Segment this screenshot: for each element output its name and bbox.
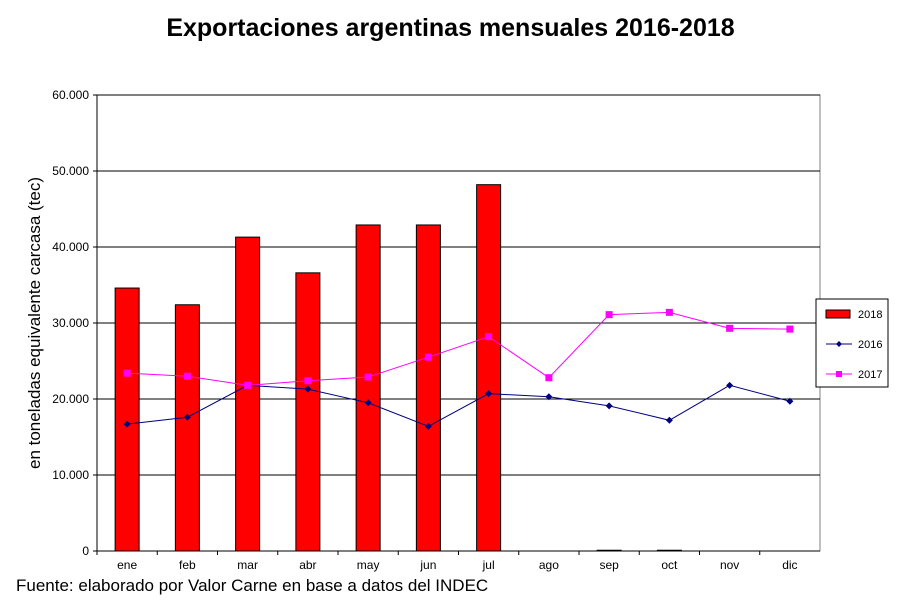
line-2017 [127, 311, 790, 386]
point-2017-jul [485, 333, 493, 341]
point-2017-may [364, 373, 372, 381]
legend-label-2016: 2016 [858, 339, 882, 351]
bar-2018-jul [476, 184, 502, 552]
point-2017-abr [304, 377, 312, 385]
y-axis-label: en toneladas equivalente carcasa (tec) [25, 177, 44, 469]
legend-label-2017: 2017 [858, 369, 882, 381]
bar-2018-ene [114, 287, 140, 552]
source-note: Fuente: elaborado por Valor Carne en bas… [16, 576, 489, 595]
point-2017-feb [183, 372, 191, 380]
bar-2018-may [355, 224, 381, 552]
point-2017-sep [605, 311, 613, 319]
y-tick-label: 30.000 [52, 316, 89, 330]
x-tick-label: may [357, 558, 380, 572]
point-2016-jul [485, 390, 493, 398]
point-2016-ene [123, 420, 131, 428]
point-2016-nov [726, 381, 734, 389]
x-tick-label: ene [117, 558, 137, 572]
point-2016-oct [665, 416, 673, 424]
x-tick-label: dic [782, 558, 797, 572]
point-2017-ago [545, 374, 553, 382]
y-tick-label: 60.000 [52, 88, 89, 102]
y-tick-label: 50.000 [52, 164, 89, 178]
legend-label-2018: 2018 [858, 309, 882, 321]
point-2016-feb [183, 413, 191, 421]
x-tick-label: jul [482, 558, 495, 572]
x-tick-label: sep [599, 558, 619, 572]
point-2016-abr [304, 385, 312, 393]
x-tick-label: feb [179, 558, 196, 572]
point-2017-ene [123, 369, 131, 377]
point-2016-may [364, 399, 372, 407]
point-2016-dic [786, 397, 794, 405]
point-2016-jun [424, 422, 432, 430]
point-2017-mar [244, 381, 252, 389]
bar-2018-feb [174, 304, 200, 552]
y-tick-label: 10.000 [52, 468, 89, 482]
bar-2018-mar [235, 236, 261, 552]
x-tick-label: mar [237, 558, 258, 572]
bar-2018-oct [656, 549, 682, 552]
x-tick-label: jun [419, 558, 436, 572]
bar-2018-jun [415, 224, 441, 552]
bar-2018-abr [295, 272, 321, 552]
point-2017-dic [786, 325, 794, 333]
x-tick-label: oct [661, 558, 678, 572]
line-2016 [127, 384, 791, 427]
legend-marker-2016 [836, 341, 842, 347]
chart-title: Exportaciones argentinas mensuales 2016-… [166, 14, 735, 42]
y-tick-label: 0 [82, 544, 89, 558]
legend-marker-2017 [836, 371, 842, 377]
x-tick-label: ago [539, 558, 559, 572]
legend-swatch-2018 [825, 309, 851, 319]
point-2016-ago [545, 393, 553, 401]
bar-2018-sep [596, 549, 622, 552]
point-2016-sep [605, 402, 613, 410]
y-tick-label: 20.000 [52, 392, 89, 406]
y-tick-label: 40.000 [52, 240, 89, 254]
x-tick-label: nov [720, 558, 739, 572]
point-2017-nov [726, 324, 734, 332]
x-tick-label: abr [299, 558, 316, 572]
point-2017-jun [424, 353, 432, 361]
point-2017-oct [665, 308, 673, 316]
